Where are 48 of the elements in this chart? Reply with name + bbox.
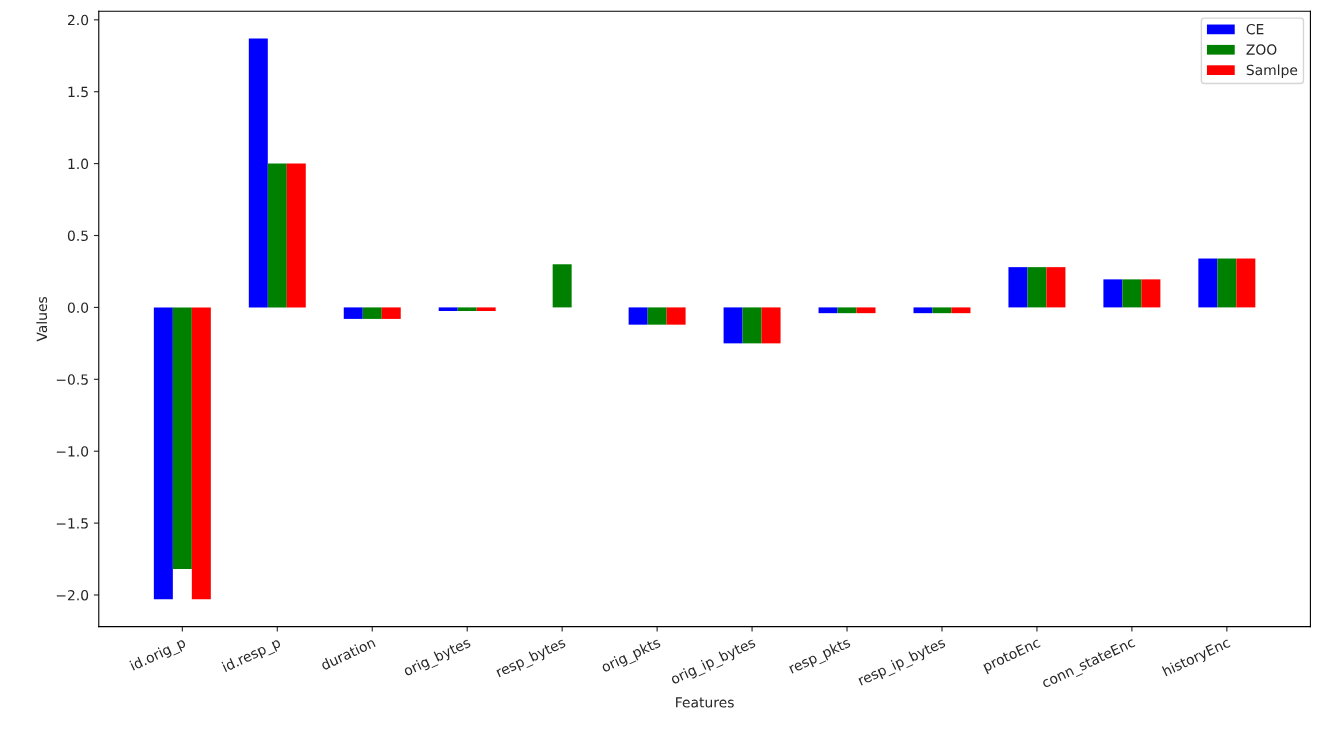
bar <box>723 307 743 344</box>
bar <box>552 264 572 308</box>
bar <box>1027 267 1047 308</box>
bar <box>286 163 306 308</box>
bar <box>172 307 192 570</box>
bar <box>476 307 496 312</box>
bar <box>951 307 971 314</box>
y-axis-title: Values <box>36 296 48 342</box>
bar <box>856 307 876 314</box>
bar <box>438 307 458 312</box>
bar <box>343 307 363 319</box>
bar <box>666 307 686 325</box>
y-tick-label: 2.0 <box>67 14 89 26</box>
bar <box>191 307 211 600</box>
bar <box>457 307 477 312</box>
bar <box>1141 279 1161 308</box>
bar <box>1122 279 1142 308</box>
x-axis-title: Features <box>676 697 734 708</box>
bar <box>1103 279 1123 308</box>
bar <box>742 307 762 344</box>
bar <box>837 307 857 314</box>
bar <box>381 307 401 319</box>
y-tick-label: 1.0 <box>68 158 89 170</box>
y-tick-label: 1.5 <box>68 86 88 98</box>
bar <box>267 163 287 308</box>
bar <box>1217 258 1237 308</box>
y-tick-label: 0.0 <box>67 302 89 313</box>
bar <box>153 307 173 600</box>
bar <box>818 307 838 314</box>
bar <box>248 38 268 308</box>
y-tick-label: −2.0 <box>56 589 89 601</box>
y-tick-label: 0.5 <box>67 230 88 241</box>
y-tick-label: −1.5 <box>56 518 88 529</box>
bar <box>913 307 933 314</box>
legend-label: CE <box>1246 23 1264 35</box>
legend-label: Samlpe <box>1246 64 1298 78</box>
bar <box>1236 258 1256 308</box>
bar <box>1046 267 1066 308</box>
bar <box>628 307 648 325</box>
bar <box>647 307 667 325</box>
bar <box>761 307 781 344</box>
y-tick-label: −1.0 <box>56 446 89 457</box>
bar <box>932 307 952 314</box>
legend-label: ZOO <box>1246 44 1277 55</box>
bar <box>1198 258 1218 308</box>
y-tick-label: −0.5 <box>56 374 88 385</box>
bar <box>362 307 382 319</box>
bar <box>1008 267 1028 308</box>
